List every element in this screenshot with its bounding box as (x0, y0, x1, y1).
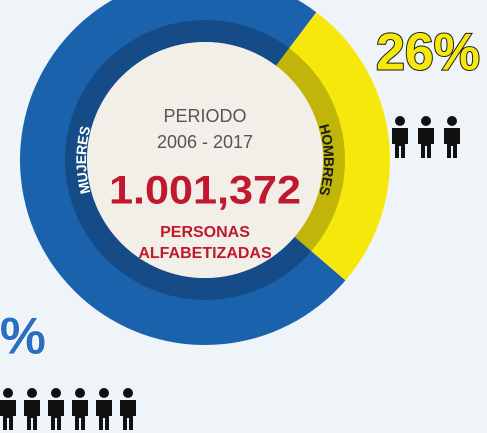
segment-label-path: MUJERES (73, 124, 93, 195)
percent-label: 26% (376, 24, 480, 82)
segment-label-path: HOMBRES (316, 122, 337, 197)
labels: MUJERES HOMBRES 74% 26% (0, 23, 481, 367)
segment-label: MUJERES (73, 124, 93, 195)
center-disc (87, 42, 323, 278)
donut-segment (276, 12, 390, 281)
total-caption: PERSONAS (160, 224, 250, 241)
donut-segment (20, 0, 346, 345)
total: 1.001,372 (109, 169, 301, 213)
percent-label: 74% (0, 308, 46, 366)
segment-label: HOMBRES (316, 122, 337, 197)
total-caption: ALFABETIZADAS (138, 245, 272, 262)
inner-ring (65, 20, 345, 300)
donut (20, 0, 390, 345)
period-label: PERIODO (163, 106, 246, 126)
period: 2006 - 2017 (157, 132, 253, 152)
